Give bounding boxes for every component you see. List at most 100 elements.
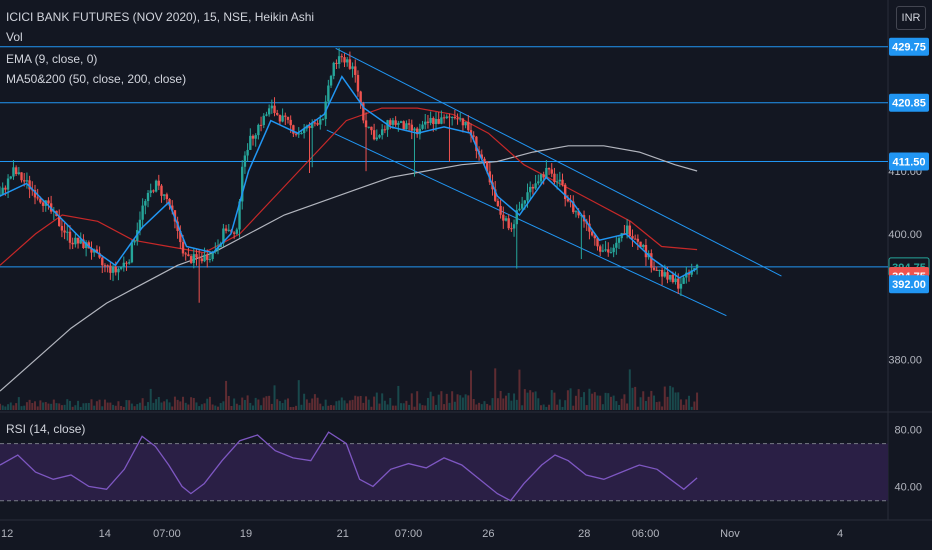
candle-body: [66, 231, 69, 233]
volume-bar: [321, 406, 324, 410]
candle-body: [399, 121, 403, 123]
candle-body: [84, 242, 88, 249]
volume-bar: [20, 406, 23, 410]
volume-bar: [459, 395, 462, 410]
volume-bar: [653, 395, 656, 410]
rsi-legend[interactable]: RSI (14, close): [6, 422, 86, 436]
candle-body: [459, 118, 462, 120]
ema-legend[interactable]: EMA (9, close, 0): [6, 52, 98, 66]
candle-body: [1, 187, 4, 195]
volume-bar: [408, 404, 411, 410]
volume-bar: [316, 397, 319, 410]
volume-bar: [157, 396, 160, 410]
volume-bar: [437, 394, 440, 410]
volume-bar: [564, 400, 567, 410]
volume-bar: [33, 401, 36, 410]
candle-body: [265, 114, 268, 116]
candle-body: [480, 154, 483, 159]
candle-body: [539, 174, 543, 182]
volume-bar: [160, 402, 163, 410]
candle-body: [340, 56, 344, 58]
volume-bar: [502, 398, 505, 410]
volume-bar: [679, 399, 682, 410]
volume-bar: [211, 404, 214, 410]
candle-body: [601, 250, 605, 252]
volume-bar: [545, 406, 548, 410]
volume-bar: [405, 400, 408, 410]
candle-body: [652, 267, 656, 270]
volume-bar: [636, 406, 639, 410]
candle-body: [564, 184, 567, 200]
candle-body: [687, 272, 691, 275]
volume-bar: [642, 391, 645, 410]
currency-badge[interactable]: INR: [896, 6, 926, 30]
volume-bar: [60, 405, 63, 410]
volume-bar: [136, 404, 139, 410]
volume-bar: [688, 395, 691, 410]
volume-bar: [510, 400, 513, 410]
volume-bar: [23, 405, 26, 410]
candle-body: [71, 242, 74, 245]
volume-bar: [289, 406, 292, 410]
price-tag-label: 429.75: [892, 42, 926, 54]
channel-upper-line[interactable]: [335, 47, 782, 277]
volume-bar: [615, 401, 618, 410]
volume-bar: [400, 403, 403, 410]
volume-bar: [241, 397, 244, 410]
candle-body: [243, 155, 247, 167]
candle-body: [157, 180, 160, 186]
volume-bar: [190, 397, 193, 410]
candle-body: [222, 228, 225, 244]
volume-bar: [561, 406, 564, 410]
candle-body: [617, 238, 621, 243]
volume-bar: [120, 405, 123, 410]
volume-bar: [0, 403, 1, 410]
volume-bar: [556, 404, 559, 410]
volume-bar: [284, 399, 287, 410]
volume-bar: [663, 386, 666, 410]
volume-bar: [117, 401, 120, 410]
volume-bar: [402, 403, 405, 410]
candle-body: [607, 249, 610, 253]
volume-bar: [558, 399, 561, 410]
candle-body: [690, 270, 693, 275]
time-tick-label: 28: [578, 528, 590, 540]
ma-legend[interactable]: MA50&200 (50, close, 200, close): [6, 72, 187, 86]
candle-body: [238, 201, 241, 230]
price-tag[interactable]: [889, 93, 929, 112]
volume-legend[interactable]: Vol: [6, 30, 23, 44]
candle-body: [547, 167, 551, 170]
volume-bar: [682, 404, 685, 410]
volume-bar: [303, 393, 306, 410]
candle-body: [442, 117, 446, 119]
candle-body: [319, 119, 322, 125]
volume-bar: [63, 404, 66, 410]
candle-body: [165, 194, 169, 200]
volume-bar: [235, 403, 238, 410]
candle-body: [141, 205, 144, 220]
volume-bar: [585, 405, 588, 410]
volume-bar: [300, 404, 303, 410]
price-tag[interactable]: [889, 152, 929, 171]
price-tag[interactable]: [889, 275, 929, 294]
volume-bar: [494, 368, 497, 410]
price-tag[interactable]: [889, 37, 929, 56]
candle-body: [636, 238, 640, 242]
volume-bar: [644, 400, 647, 410]
volume-bar: [375, 392, 378, 410]
candle-body: [254, 135, 257, 139]
volume-bar: [47, 403, 50, 410]
candle-body: [294, 133, 298, 135]
volume-bar: [165, 399, 168, 410]
candle-body: [445, 116, 448, 119]
channel-lower-line[interactable]: [326, 129, 727, 317]
volume-bar: [383, 400, 386, 410]
candle-body: [628, 225, 631, 237]
volume-bar: [351, 399, 354, 410]
volume-bar: [461, 397, 464, 410]
candle-body: [101, 257, 104, 266]
volume-bar: [348, 400, 351, 410]
volume-bar: [217, 406, 220, 410]
volume-bar: [609, 396, 612, 410]
